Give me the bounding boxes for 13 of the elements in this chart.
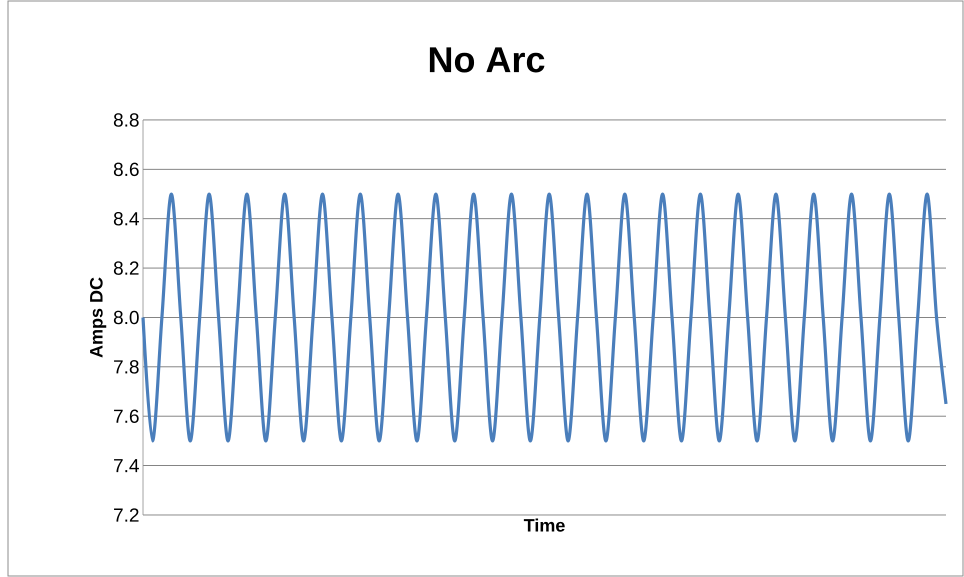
y-tick-label: 8.2 [114,261,139,275]
x-axis-title: Time [524,518,565,532]
chart-title: No Arc [430,47,544,72]
y-tick-label: 8.4 [114,212,139,226]
line-series [141,192,948,443]
y-tick-label: 7.4 [114,459,139,472]
y-axis-title: Amps DC [90,278,106,358]
y-tick-label: 7.8 [114,360,139,374]
y-tick-label: 7.6 [114,410,139,423]
y-tick-label: 8.8 [114,113,139,127]
y-tick-label: 7.2 [114,508,139,522]
y-tick-label: 8.6 [114,162,139,176]
y-tick-label: 8.0 [114,310,139,324]
